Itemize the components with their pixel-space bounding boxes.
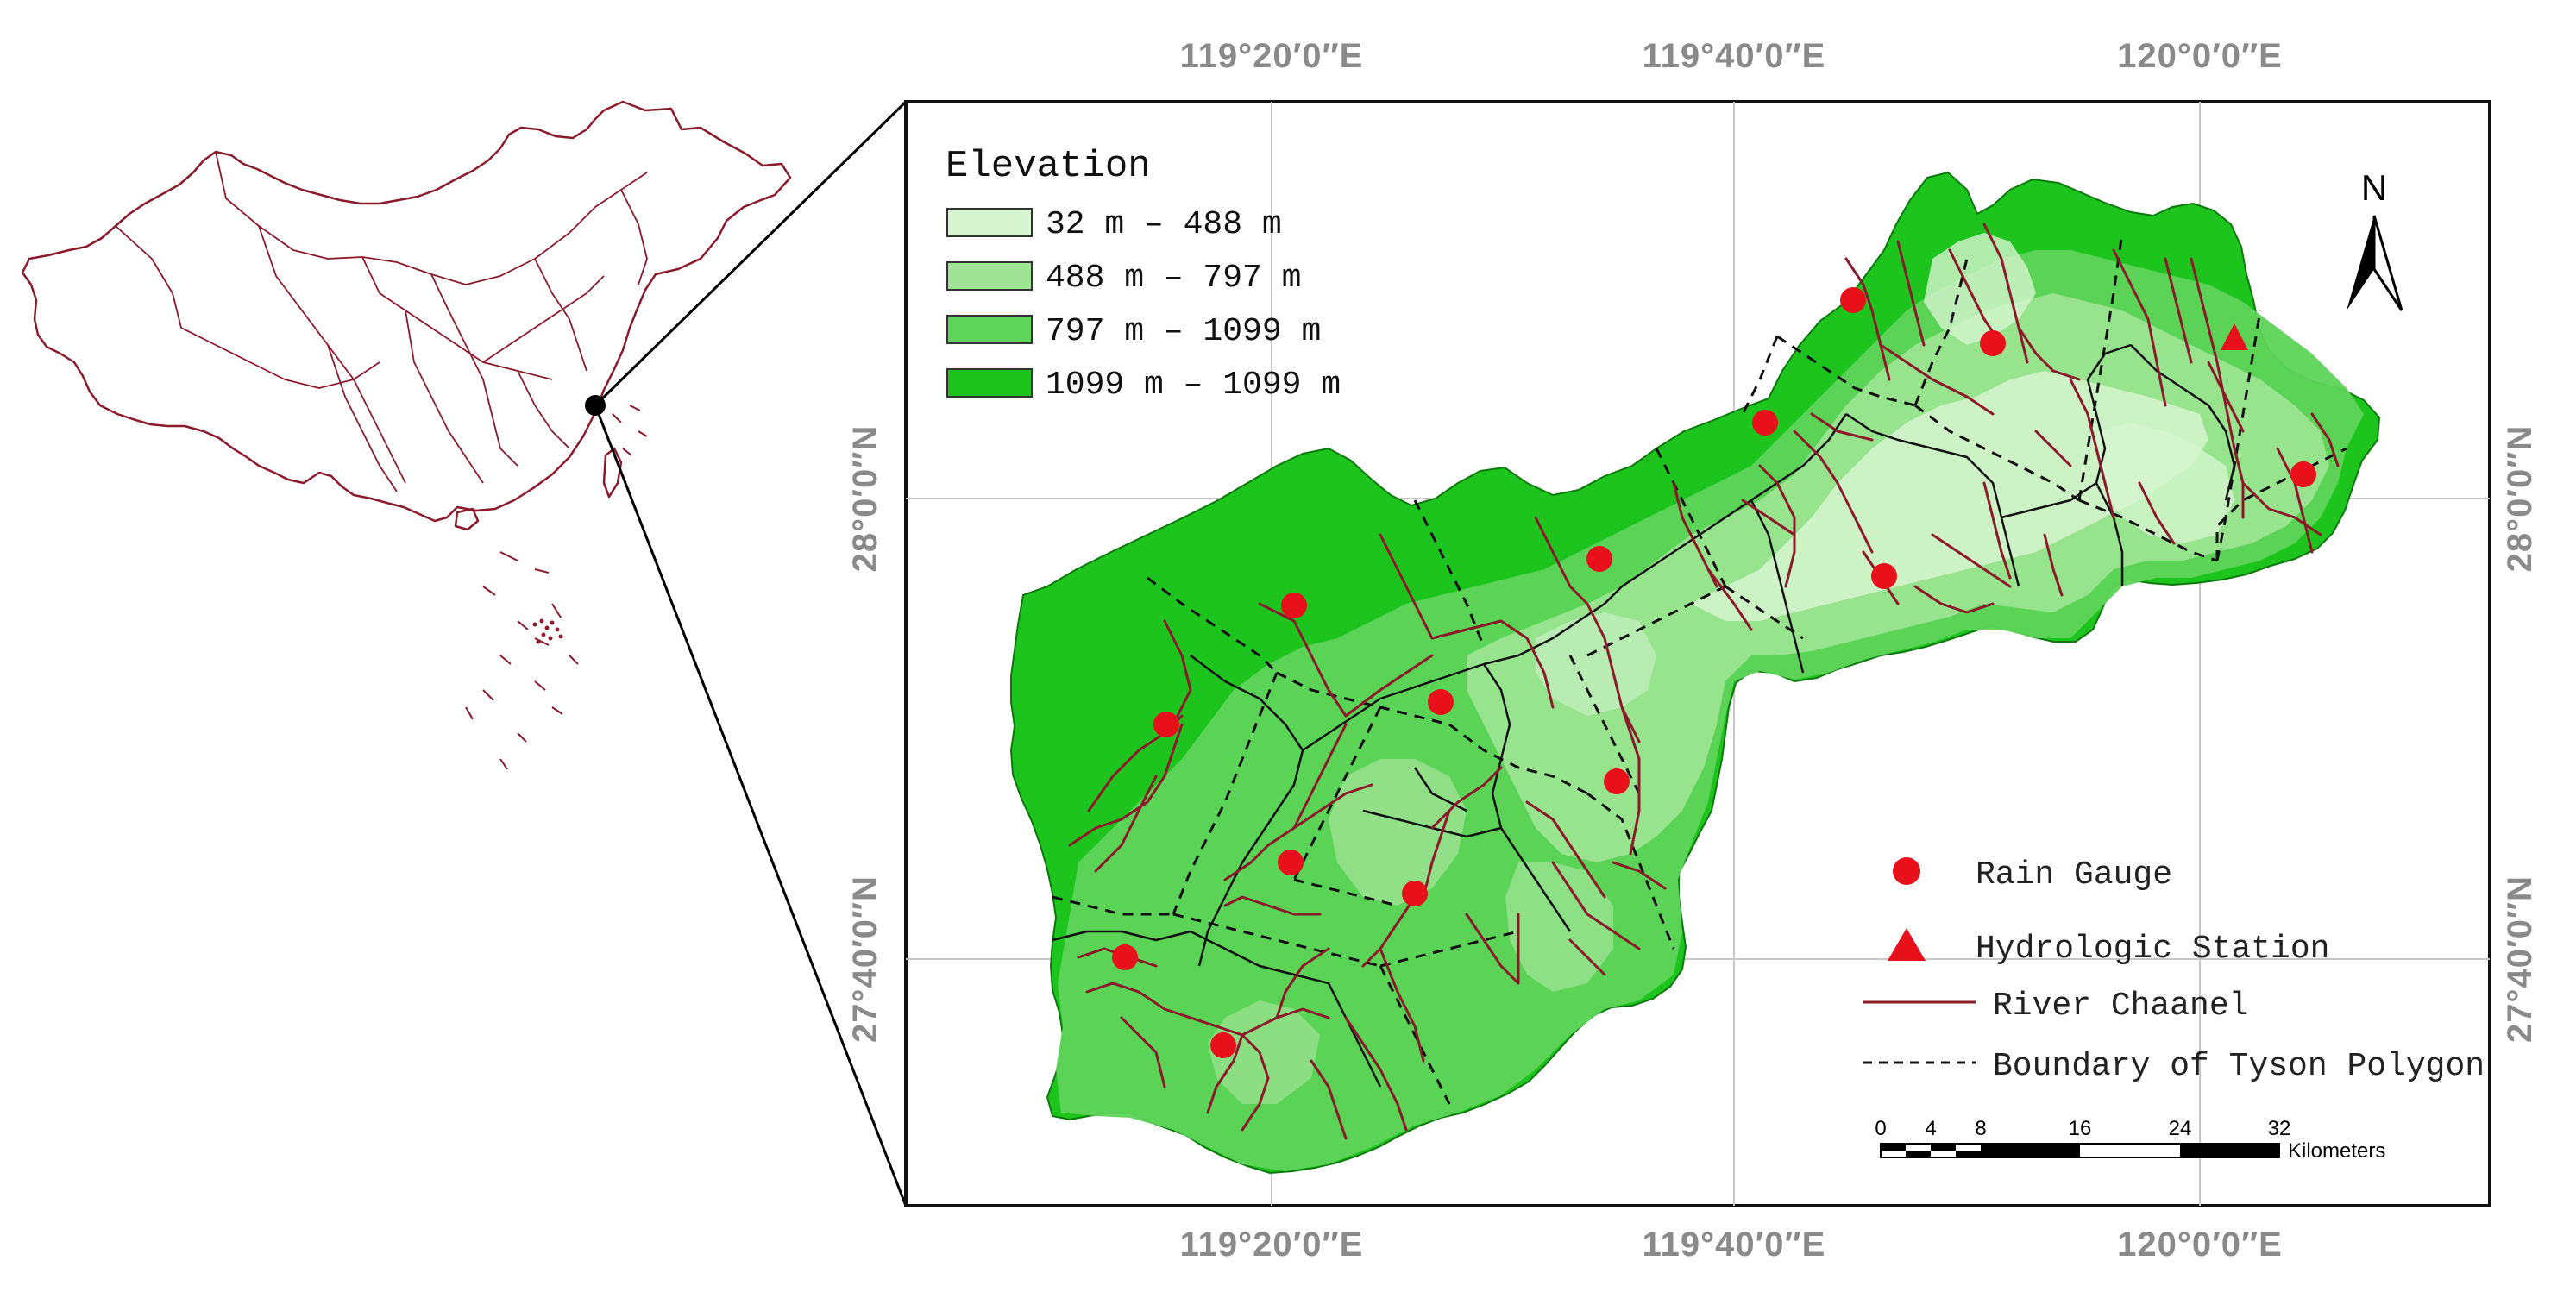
rain-gauge-marker	[1112, 944, 1138, 970]
elevation-zone-1c	[2096, 423, 2234, 543]
rain-gauge-marker	[1281, 593, 1307, 618]
north-arrow-left	[2347, 216, 2374, 310]
coastal-islands	[612, 405, 648, 456]
elevation-zone-2c	[1505, 862, 1613, 992]
legend-swatch-3	[946, 315, 1033, 344]
rain-gauge-legend-label: Rain Gauge	[1976, 856, 2172, 894]
legend-swatch-2	[946, 261, 1033, 291]
boundary-legend-label: Boundary of Tyson Polygon	[1993, 1048, 2485, 1085]
river-channel-legend-label: River Chaanel	[1993, 988, 2248, 1025]
rain-gauge-marker	[1153, 712, 1179, 737]
north-label: N	[2361, 167, 2387, 208]
scale-tick-8: 8	[1975, 1117, 1986, 1140]
island-dots	[532, 618, 563, 644]
hydrologic-station-marker	[2221, 323, 2248, 350]
elevation-legend: Elevation 32 m – 488 m 488 m – 797 m 797…	[946, 145, 1341, 404]
rain-gauge-marker	[1604, 768, 1630, 794]
rain-gauge-marker	[1278, 850, 1304, 875]
china-outline	[21, 100, 792, 523]
rain-gauge-marker	[1210, 1032, 1236, 1058]
scale-tick-24: 24	[2169, 1117, 2192, 1140]
symbol-legend: Rain Gauge Hydrologic Station River Chaa…	[1863, 856, 2485, 1085]
south-sea-islands	[465, 551, 579, 770]
coord-left-1: 28°0′0″N	[846, 425, 884, 573]
zoom-line-bottom	[594, 405, 908, 1207]
tyson-polygon-boundaries	[1052, 232, 2347, 1105]
rain-gauge-marker	[1428, 689, 1454, 715]
coord-bottom-2: 119°40′0″E	[1643, 1226, 1826, 1264]
rain-gauge-marker	[1840, 287, 1866, 313]
scale-tick-16: 16	[2069, 1117, 2092, 1140]
hydrologic-station-legend-icon	[1888, 928, 1926, 961]
legend-swatch-1	[946, 208, 1033, 237]
north-arrow-right	[2372, 215, 2403, 311]
coord-top-2: 119°40′0″E	[1643, 37, 1826, 75]
rain-gauge-legend-icon	[1893, 857, 1920, 885]
legend-label-3: 797 m – 1099 m	[1046, 313, 1321, 350]
watershed-basin	[1009, 171, 2381, 1175]
rain-gauge-marker	[1402, 881, 1428, 906]
elevation-zone-2b	[1329, 759, 1467, 906]
legend-label-4: 1099 m – 1099 m	[1046, 367, 1341, 404]
coordinate-labels: 119°20′0″E 119°40′0″E 120°0′0″E 119°20′0…	[846, 37, 2539, 1264]
coord-right-2: 27°40′0″N	[2501, 875, 2539, 1043]
coord-bottom-3: 120°0′0″E	[2117, 1226, 2283, 1264]
legend-label-2: 488 m – 797 m	[1046, 260, 1301, 297]
coord-top-3: 120°0′0″E	[2117, 37, 2283, 75]
rain-gauge-marker	[1871, 563, 1897, 589]
rain-gauges	[1112, 287, 2316, 1058]
rain-gauge-marker	[1752, 410, 1778, 436]
legend-label-1: 32 m – 488 m	[1046, 206, 1282, 243]
coord-right-1: 28°0′0″N	[2501, 425, 2539, 573]
taiwan-island	[602, 447, 623, 499]
elevation-zone-2d	[1208, 1000, 1320, 1104]
china-inset-map	[21, 100, 792, 770]
legend-title: Elevation	[946, 145, 1151, 188]
scale-tick-4: 4	[1925, 1117, 1936, 1140]
scale-unit: Kilometers	[2288, 1139, 2385, 1163]
river-channels	[1068, 223, 2340, 1140]
coord-left-2: 27°40′0″N	[846, 875, 884, 1043]
north-arrow: N	[2347, 167, 2403, 311]
hydrologic-station-legend-label: Hydrologic Station	[1976, 931, 2329, 968]
rain-gauge-marker	[2290, 461, 2316, 487]
zoom-line-top	[594, 100, 908, 407]
coord-top-1: 119°20′0″E	[1180, 37, 1364, 75]
scale-tick-32: 32	[2268, 1117, 2291, 1140]
legend-swatch-4	[946, 368, 1033, 398]
elevation-zone-1	[1691, 371, 2208, 621]
elevation-zone-1d	[1536, 612, 1656, 716]
hainan-island	[454, 507, 480, 531]
scale-bar: 0 4 8 16 24 32 Kilometers	[1875, 1117, 2385, 1163]
rain-gauge-marker	[1586, 546, 1612, 572]
coord-bottom-1: 119°20′0″E	[1180, 1226, 1364, 1264]
province-lines	[115, 151, 648, 492]
scale-tick-0: 0	[1875, 1117, 1886, 1140]
rain-gauge-marker	[1980, 330, 2006, 356]
